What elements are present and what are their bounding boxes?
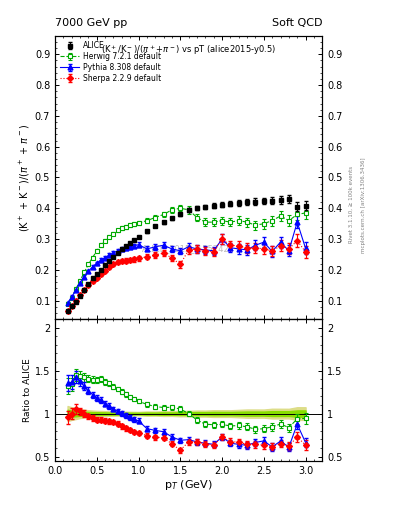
Y-axis label: Ratio to ALICE: Ratio to ALICE	[23, 358, 32, 422]
Text: 7000 GeV pp: 7000 GeV pp	[55, 18, 127, 28]
Text: Soft QCD: Soft QCD	[272, 18, 322, 28]
Y-axis label: (K$^+$ + K$^-$)/($\pi^+$ + $\pi^-$): (K$^+$ + K$^-$)/($\pi^+$ + $\pi^-$)	[18, 123, 32, 232]
Legend: ALICE, Herwig 7.2.1 default, Pythia 8.308 default, Sherpa 2.2.9 default: ALICE, Herwig 7.2.1 default, Pythia 8.30…	[57, 38, 164, 86]
X-axis label: p$_T$ (GeV): p$_T$ (GeV)	[164, 478, 213, 493]
Text: Rivet 3.1.10, ≥ 100k events: Rivet 3.1.10, ≥ 100k events	[349, 166, 354, 243]
Text: (K$^+$/K$^-$)/($\pi^+$+$\pi^-$) vs pT (alice2015-y0.5): (K$^+$/K$^-$)/($\pi^+$+$\pi^-$) vs pT (a…	[101, 43, 276, 57]
Text: ALICE_2015_I1357424: ALICE_2015_I1357424	[142, 244, 235, 253]
Text: mcplots.cern.ch [arXiv:1306.3436]: mcplots.cern.ch [arXiv:1306.3436]	[361, 157, 366, 252]
